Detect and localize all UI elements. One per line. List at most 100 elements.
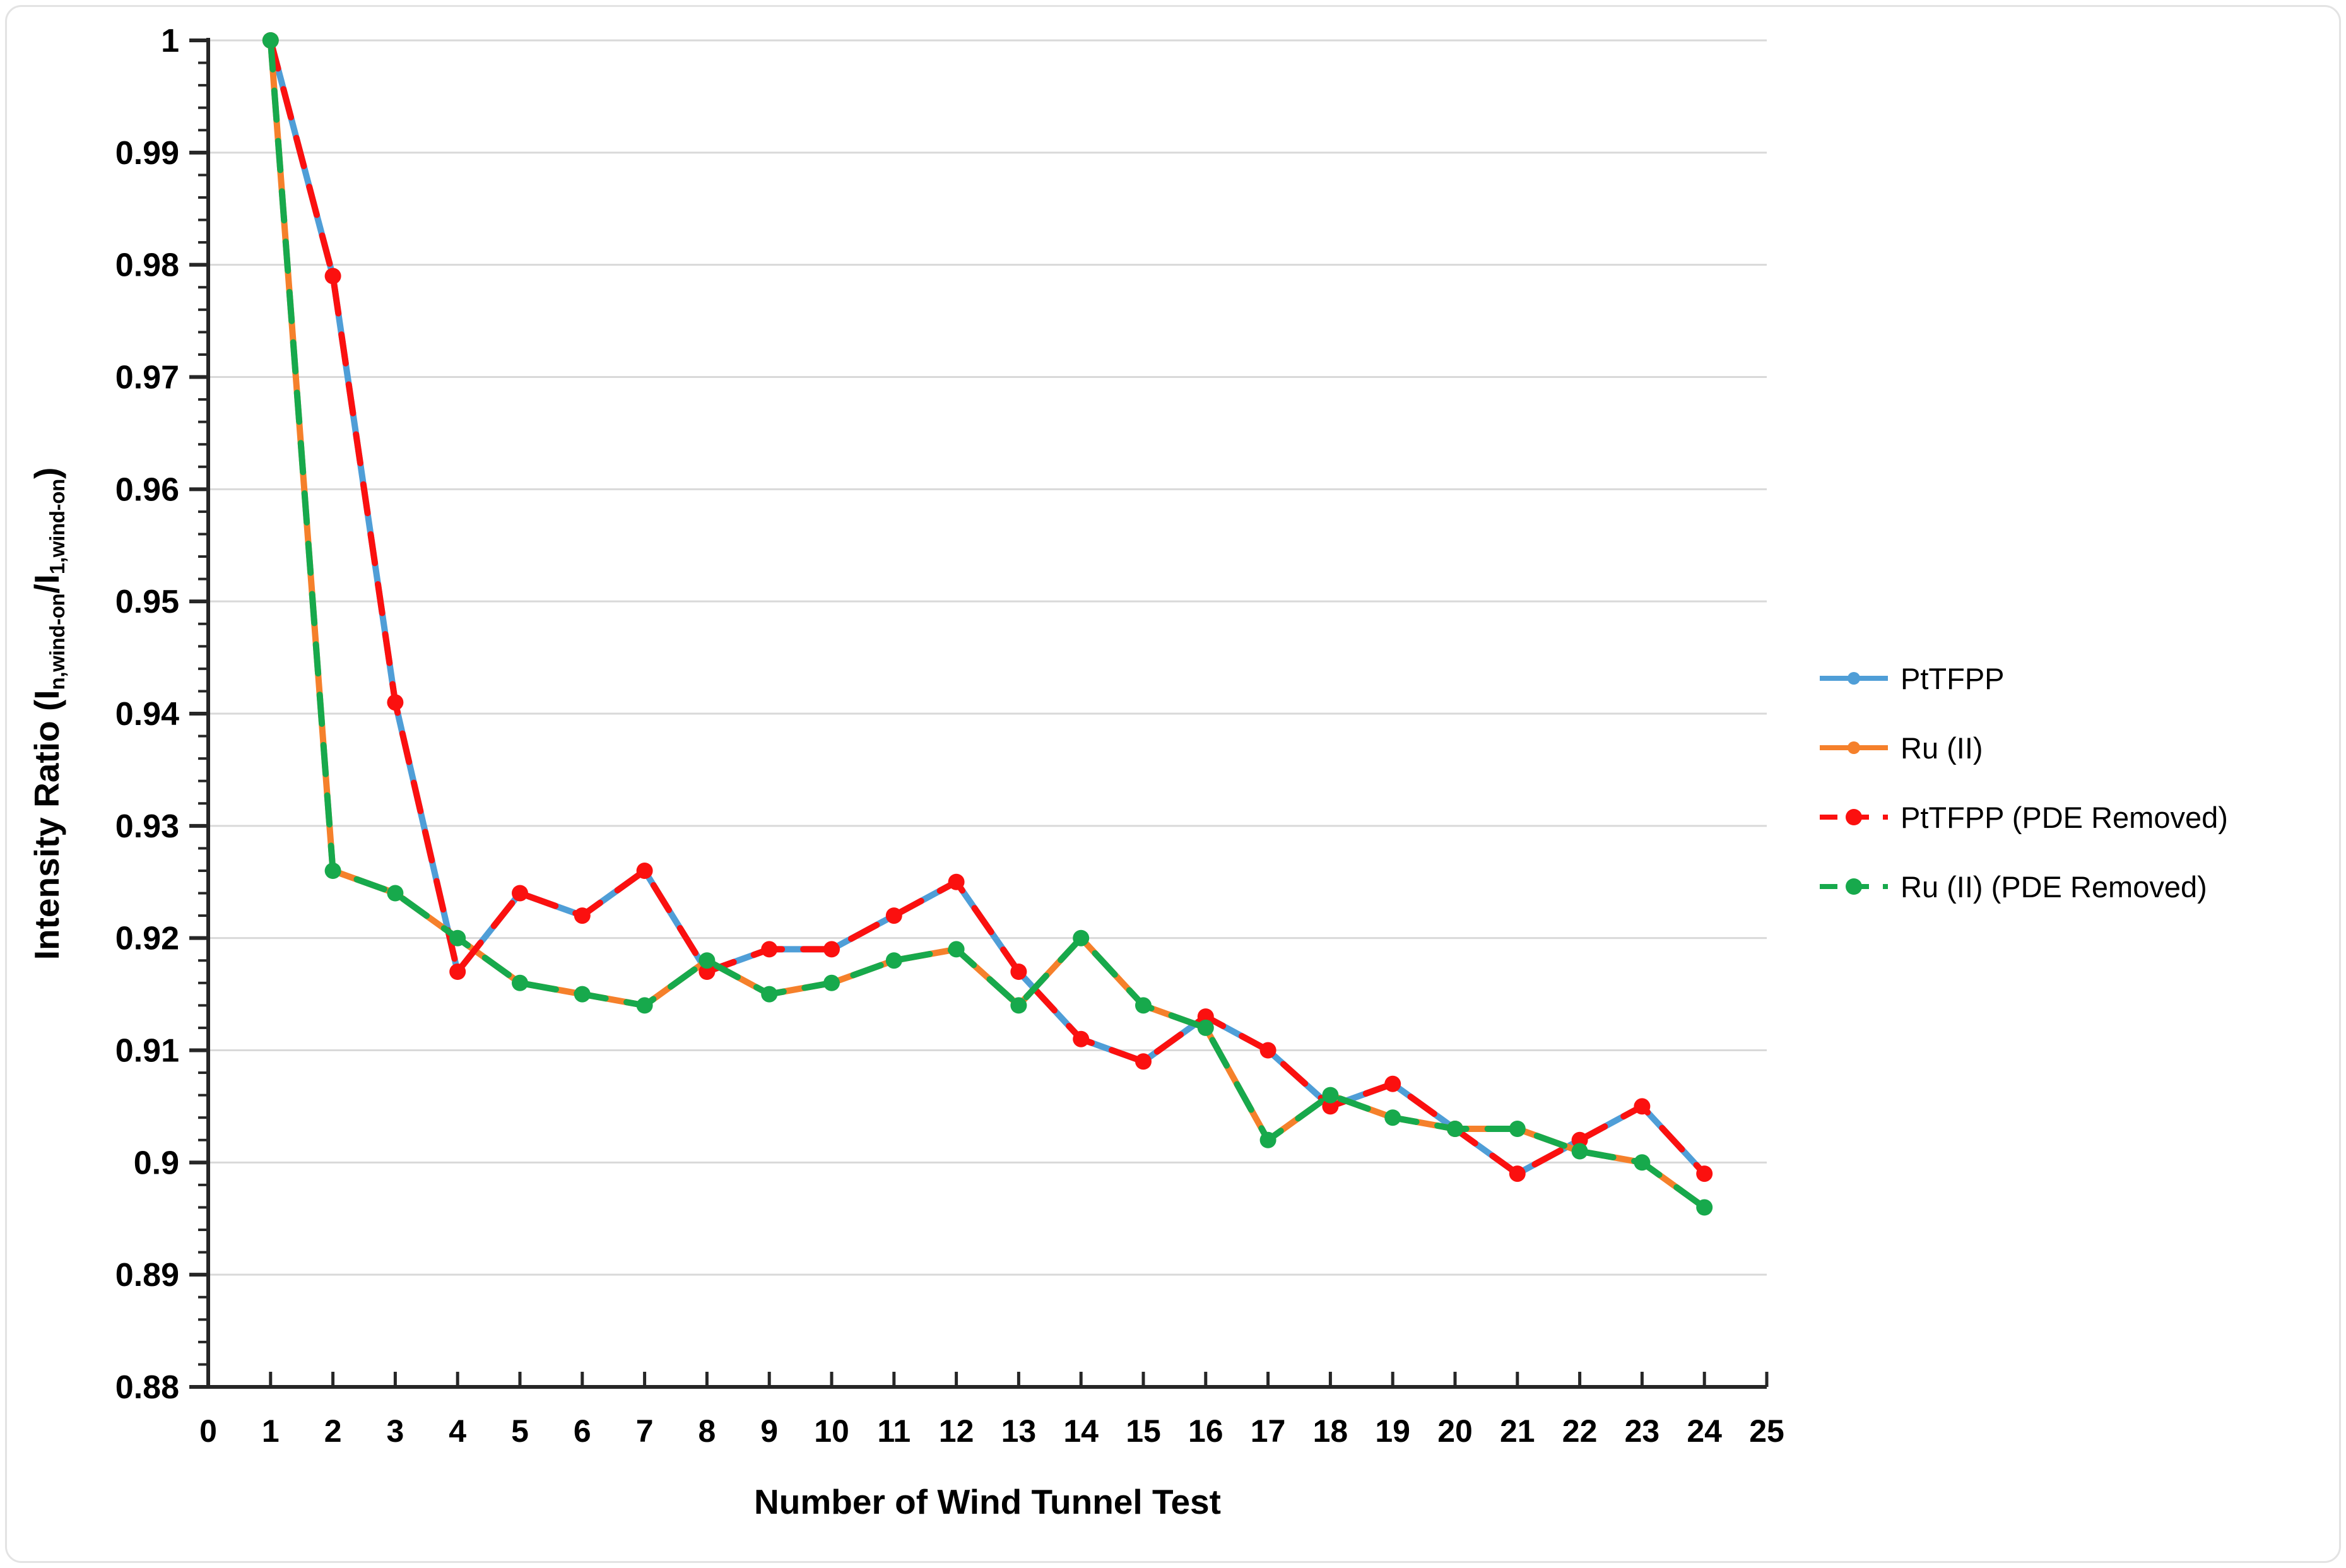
y-tick-label: 0.96 bbox=[115, 471, 179, 508]
x-tick-label: 9 bbox=[760, 1413, 778, 1449]
data-point bbox=[324, 268, 341, 285]
data-point bbox=[1696, 1199, 1713, 1216]
x-tick-label: 1 bbox=[262, 1413, 280, 1449]
data-point bbox=[1509, 1165, 1526, 1182]
data-point bbox=[885, 952, 902, 969]
y-axis-title-text: ) bbox=[27, 467, 66, 480]
x-tick-label: 25 bbox=[1749, 1413, 1784, 1449]
data-point bbox=[698, 952, 716, 969]
x-tick-label: 4 bbox=[449, 1413, 466, 1449]
data-point bbox=[761, 941, 778, 958]
data-point bbox=[449, 929, 466, 946]
data-point bbox=[1384, 1075, 1401, 1092]
data-point bbox=[324, 863, 341, 879]
y-tick-label: 0.92 bbox=[115, 921, 179, 957]
series-line-ru-ii-pde-removed- bbox=[267, 37, 1708, 1211]
x-tick-label: 5 bbox=[511, 1413, 529, 1449]
x-tick-label: 6 bbox=[574, 1413, 591, 1449]
data-point bbox=[1634, 1098, 1651, 1115]
x-tick-label: 12 bbox=[939, 1413, 974, 1449]
data-point bbox=[1571, 1143, 1588, 1160]
y-axis-title-subscript: n,wind-on bbox=[45, 593, 69, 690]
data-point bbox=[1135, 1053, 1152, 1070]
x-tick-label: 10 bbox=[814, 1413, 849, 1449]
x-tick-label: 8 bbox=[698, 1413, 716, 1449]
y-tick-label: 0.91 bbox=[115, 1033, 179, 1070]
x-tick-label: 23 bbox=[1625, 1413, 1660, 1449]
series-line-pttfpp-pde-removed- bbox=[267, 37, 1708, 1177]
axes bbox=[189, 38, 1769, 1389]
legend-marker-solid-line bbox=[1820, 741, 1888, 754]
y-axis-title-text: Intensity Ratio (I bbox=[27, 690, 66, 960]
legend-item: Ru (II) bbox=[1818, 713, 2228, 782]
data-point bbox=[1197, 1019, 1214, 1036]
y-tick-labels: 0.88 0.89 0.9 0.91 0.92 0.93 0.94 0.95 0.96 0.97 0… bbox=[115, 23, 179, 1406]
series-markers-ru-ii-pde-removed- bbox=[262, 32, 1713, 1216]
x-tick-label: 15 bbox=[1126, 1413, 1161, 1449]
legend-label: PtTFPP bbox=[1901, 661, 2005, 695]
series-line-pttfpp bbox=[267, 37, 1708, 1177]
y-tick-label: 0.98 bbox=[115, 247, 179, 284]
x-tick-label: 24 bbox=[1687, 1413, 1722, 1449]
series-markers-ru-ii- bbox=[264, 34, 1711, 1214]
data-point bbox=[636, 863, 653, 879]
data-point bbox=[262, 32, 279, 49]
y-tick-label: 0.93 bbox=[115, 808, 179, 845]
legend-marker-dashed-line bbox=[1820, 878, 1888, 895]
x-tick-label: 21 bbox=[1500, 1413, 1535, 1449]
data-point bbox=[1447, 1121, 1463, 1137]
x-tick-label: 18 bbox=[1313, 1413, 1348, 1449]
legend: PtTFPP Ru (II) PtTFPP (PDE Removed) Ru (II)… bbox=[1818, 644, 2228, 921]
data-point bbox=[574, 907, 591, 924]
x-tick-label: 17 bbox=[1251, 1413, 1286, 1449]
data-point bbox=[1259, 1131, 1276, 1148]
data-point bbox=[636, 997, 653, 1014]
series-markers-pttfpp bbox=[264, 34, 1711, 1181]
data-point bbox=[823, 974, 840, 991]
x-tick-label: 20 bbox=[1437, 1413, 1473, 1449]
y-tick-label: 1 bbox=[161, 23, 179, 59]
x-axis-title: Number of Wind Tunnel Test bbox=[754, 1482, 1221, 1521]
data-point bbox=[823, 941, 840, 958]
data-point bbox=[948, 941, 965, 958]
y-tick-label: 0.97 bbox=[115, 360, 179, 396]
data-point bbox=[574, 986, 591, 1003]
y-axis-title: Intensity Ratio (In,wind-on/I1,wind-on) bbox=[27, 467, 69, 960]
series-line-ru-ii- bbox=[267, 37, 1708, 1211]
data-point bbox=[698, 964, 716, 980]
data-point bbox=[1073, 1030, 1090, 1047]
data-point bbox=[1135, 997, 1152, 1014]
data-point bbox=[1073, 929, 1090, 946]
y-tick-label: 0.99 bbox=[115, 135, 179, 172]
x-tick-label: 14 bbox=[1063, 1413, 1099, 1449]
x-tick-label: 19 bbox=[1375, 1413, 1410, 1449]
gridlines bbox=[208, 39, 1767, 1276]
data-point bbox=[1509, 1121, 1526, 1137]
x-tick-label: 13 bbox=[1001, 1413, 1037, 1449]
data-point bbox=[387, 885, 404, 902]
y-tick-label: 0.89 bbox=[115, 1257, 179, 1294]
legend-label: Ru (II) bbox=[1901, 731, 1983, 765]
data-point bbox=[1259, 1042, 1276, 1059]
y-axis-title-subscript: 1,wind-on bbox=[45, 479, 69, 575]
x-tick-label: 3 bbox=[386, 1413, 404, 1449]
x-tick-label: 16 bbox=[1188, 1413, 1223, 1449]
y-tick-label: 0.88 bbox=[115, 1369, 179, 1406]
data-point bbox=[1010, 997, 1027, 1014]
x-tick-label: 11 bbox=[877, 1413, 911, 1449]
data-point bbox=[948, 873, 965, 890]
y-tick-label: 0.94 bbox=[115, 696, 179, 733]
legend-marker-dashed-line bbox=[1820, 809, 1888, 825]
legend-label: Ru (II) (PDE Removed) bbox=[1901, 869, 2207, 904]
data-point bbox=[449, 964, 466, 980]
data-point bbox=[1634, 1154, 1651, 1171]
data-point bbox=[1322, 1098, 1339, 1115]
legend-item: PtTFPP (PDE Removed) bbox=[1818, 782, 2228, 852]
data-point bbox=[1696, 1165, 1713, 1182]
y-tick-label: 0.9 bbox=[134, 1145, 179, 1181]
data-point bbox=[387, 694, 404, 711]
data-point bbox=[1384, 1109, 1401, 1126]
x-tick-labels: 0 1 2 3 4 5 6 7 8 9 10 11 12 13 14 15 16 17 18 19 20 21 22 23 24… bbox=[199, 1413, 1784, 1449]
y-tick-label: 0.95 bbox=[115, 584, 179, 620]
y-axis-title-text: /I bbox=[27, 574, 66, 594]
